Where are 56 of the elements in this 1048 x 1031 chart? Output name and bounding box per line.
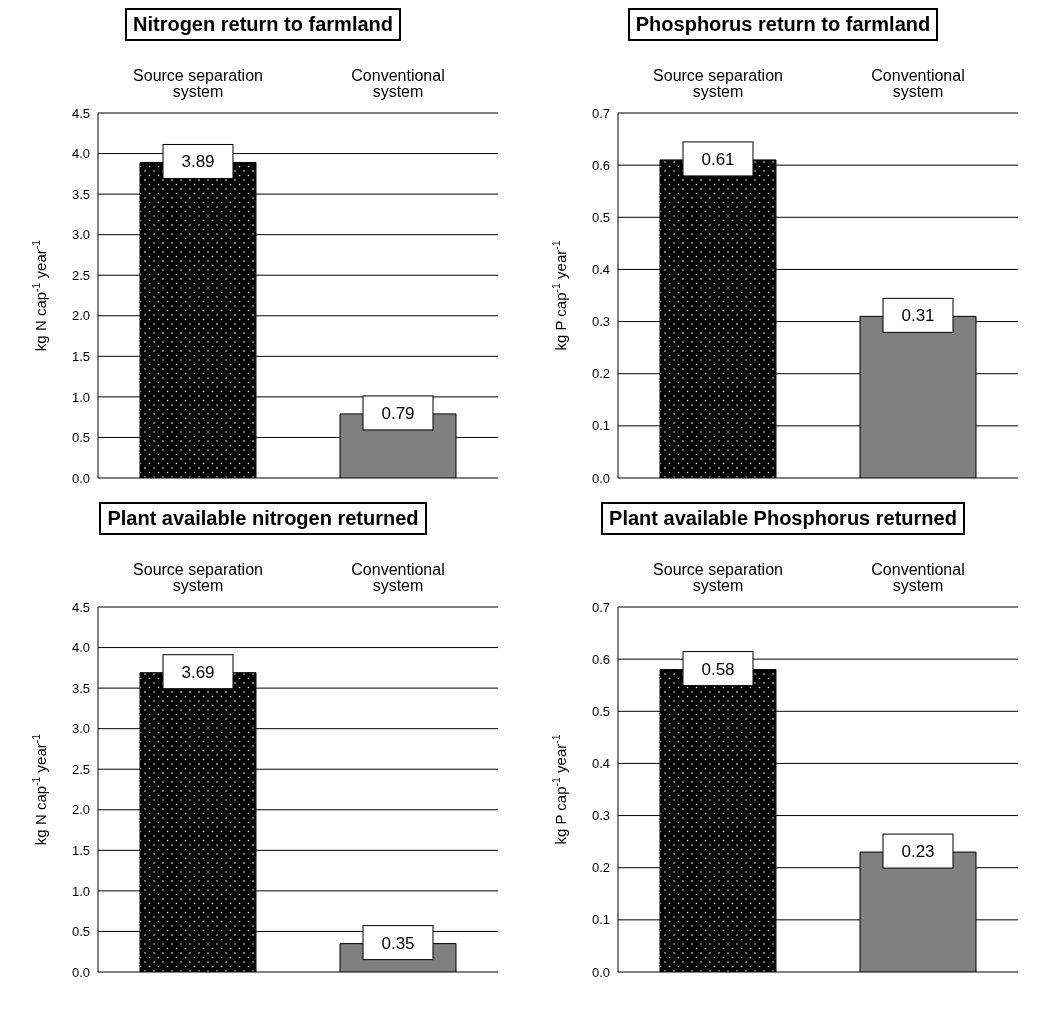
y-tick-label: 3.0: [71, 721, 90, 737]
y-tick-label: 2.5: [71, 267, 90, 283]
y-tick-label: 0.7: [591, 599, 610, 615]
y-tick-label: 4.0: [71, 146, 90, 162]
x-tick-label: Source separation system: [653, 67, 783, 100]
y-tick-label: 2.5: [71, 761, 90, 777]
y-tick-label: 0.0: [71, 964, 90, 980]
y-tick-label: 1.5: [71, 348, 90, 364]
y-tick-label: 0.2: [591, 860, 610, 876]
y-tick-label: 0.5: [71, 924, 90, 940]
chart-title: Plant available nitrogen returned: [99, 502, 427, 535]
y-tick-label: 4.5: [71, 105, 90, 121]
y-tick-label: 0.4: [591, 756, 610, 772]
chart-title: Phosphorus return to farmland: [627, 8, 939, 41]
data-label: 0.23: [901, 842, 935, 862]
y-tick-label: 0.6: [591, 651, 610, 667]
data-label: 0.35: [381, 933, 415, 953]
data-label: 0.61: [701, 149, 735, 169]
y-tick-label: 3.5: [71, 186, 90, 202]
data-label: 3.89: [181, 152, 215, 172]
y-tick-label: 3.0: [71, 227, 90, 243]
y-tick-label: 0.6: [591, 157, 610, 173]
x-tick-label: Conventional system: [871, 67, 965, 100]
y-tick-label: 1.0: [71, 389, 90, 405]
y-tick-label: 0.3: [591, 314, 610, 330]
y-tick-label: 1.0: [71, 883, 90, 899]
y-tick-label: 0.0: [71, 470, 90, 486]
x-tick-label: Conventional system: [351, 561, 445, 594]
y-tick-label: 4.5: [71, 599, 90, 615]
x-tick-label: Source separation system: [133, 561, 263, 594]
y-tick-label: 0.5: [591, 703, 610, 719]
y-tick-label: 0.4: [591, 262, 610, 278]
y-tick-label: 3.5: [71, 680, 90, 696]
y-tick-label: 0.5: [591, 209, 610, 225]
x-tick-label: Source separation system: [133, 67, 263, 100]
y-tick-label: 0.5: [71, 430, 90, 446]
y-tick-label: 0.1: [591, 418, 610, 434]
chart-title: Plant available Phosphorus returned: [601, 502, 965, 535]
y-tick-label: 4.0: [71, 640, 90, 656]
data-label: 0.79: [381, 403, 415, 423]
chart-title: Nitrogen return to farmland: [124, 8, 401, 41]
x-tick-label: Source separation system: [653, 561, 783, 594]
y-tick-label: 0.3: [591, 808, 610, 824]
y-tick-label: 2.0: [71, 308, 90, 324]
y-tick-label: 0.1: [591, 912, 610, 928]
y-tick-label: 0.0: [591, 470, 610, 486]
data-label: 0.31: [901, 306, 935, 326]
y-tick-label: 0.0: [591, 964, 610, 980]
x-tick-label: Conventional system: [871, 561, 965, 594]
y-tick-label: 0.7: [591, 105, 610, 121]
y-tick-label: 0.2: [591, 366, 610, 382]
data-label: 0.58: [701, 659, 735, 679]
data-label: 3.69: [181, 662, 215, 682]
y-tick-label: 1.5: [71, 842, 90, 858]
y-tick-label: 2.0: [71, 802, 90, 818]
x-tick-label: Conventional system: [351, 67, 445, 100]
